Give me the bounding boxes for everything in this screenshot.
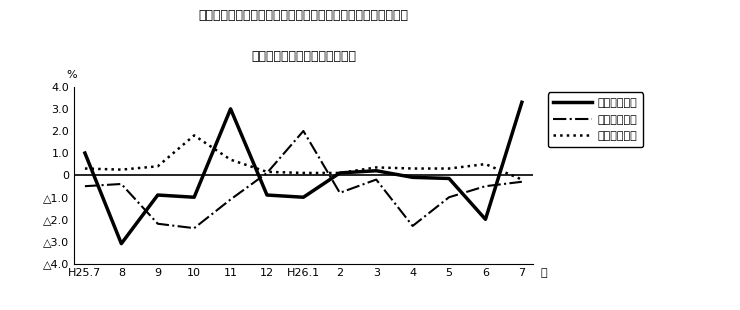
総実労働時間 <box>299 129 308 133</box>
現金給与総額 <box>226 107 235 111</box>
現金給与総額 <box>335 171 344 175</box>
現金給与総額 <box>445 177 454 180</box>
総実労働時間 <box>445 195 454 199</box>
Legend: 現金給与総額, 総実労働時間, 常用雇用指数: 現金給与総額, 総実労働時間, 常用雇用指数 <box>548 92 643 147</box>
総実労働時間 <box>408 224 417 228</box>
現金給与総額 <box>299 195 308 199</box>
常用雇用指数 <box>299 171 308 175</box>
常用雇用指数 <box>189 134 198 137</box>
Text: 月: 月 <box>540 268 547 278</box>
常用雇用指数 <box>481 162 490 166</box>
常用雇用指数 <box>408 167 417 170</box>
現金給与総額 <box>517 100 526 104</box>
総実労働時間 <box>263 171 272 175</box>
総実労働時間 <box>226 197 235 201</box>
現金給与総額 <box>81 151 90 155</box>
常用雇用指数 <box>81 167 90 170</box>
現金給与総額 <box>481 218 490 221</box>
現金給与総額 <box>408 175 417 179</box>
常用雇用指数 <box>517 178 526 181</box>
総実労働時間 <box>481 184 490 188</box>
現金給与総額 <box>117 242 126 246</box>
総実労働時間 <box>189 226 198 230</box>
Text: 第４図　賃金、労働時間、常用雇用指数　対前年同月比の推移: 第４図 賃金、労働時間、常用雇用指数 対前年同月比の推移 <box>198 9 408 22</box>
常用雇用指数 <box>263 170 272 174</box>
現金給与総額 <box>189 195 198 199</box>
常用雇用指数 <box>445 167 454 170</box>
常用雇用指数 <box>117 168 126 171</box>
現金給与総額 <box>371 169 380 173</box>
総実労働時間 <box>335 191 344 195</box>
常用雇用指数 <box>153 164 162 168</box>
現金給与総額 <box>153 193 162 197</box>
総実労働時間 <box>517 180 526 184</box>
総実労働時間 <box>371 178 380 181</box>
現金給与総額 <box>263 193 272 197</box>
Text: %: % <box>67 70 78 80</box>
常用雇用指数 <box>335 171 344 175</box>
総実労働時間 <box>117 182 126 186</box>
常用雇用指数 <box>371 166 380 169</box>
総実労働時間 <box>81 184 90 188</box>
Line: 総実労働時間: 総実労働時間 <box>85 131 522 228</box>
Line: 現金給与総額: 現金給与総額 <box>85 102 522 244</box>
Text: （規模５人以上　調査産業計）: （規模５人以上 調査産業計） <box>251 50 356 63</box>
常用雇用指数 <box>226 158 235 162</box>
総実労働時間 <box>153 222 162 226</box>
Line: 常用雇用指数: 常用雇用指数 <box>85 135 522 179</box>
